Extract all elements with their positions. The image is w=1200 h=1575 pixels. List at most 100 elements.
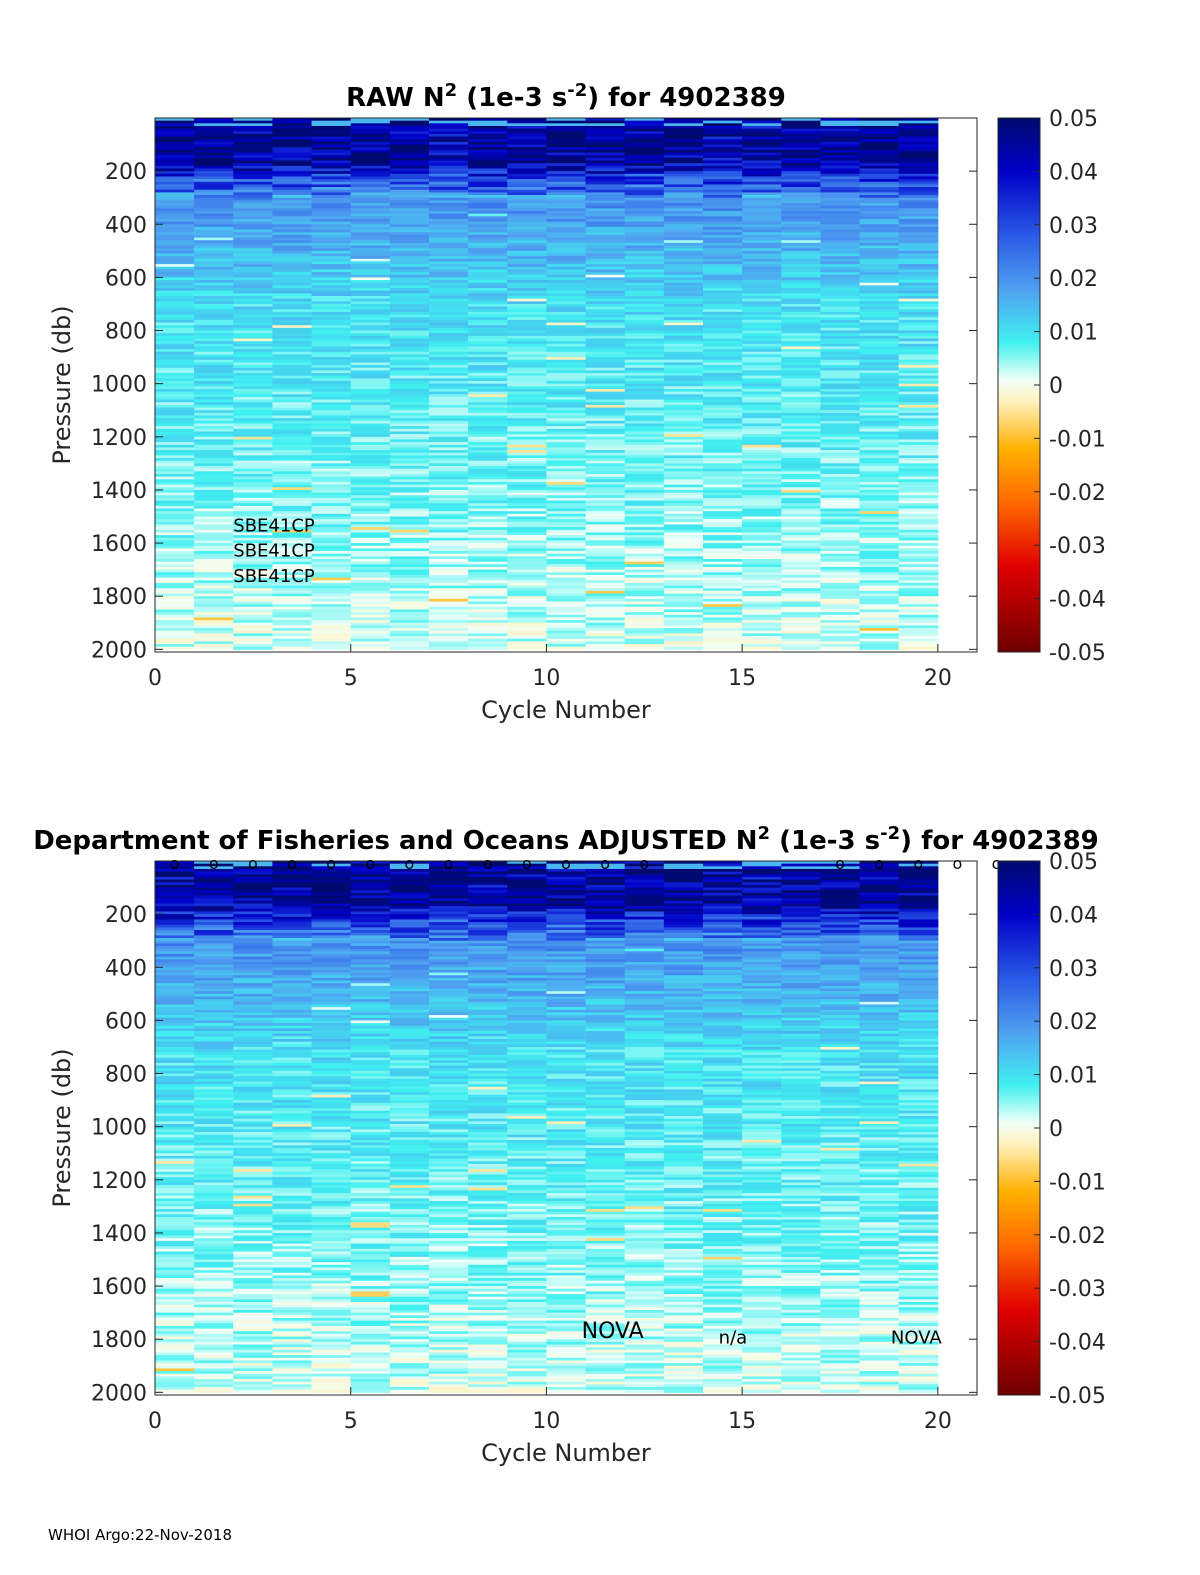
heatmap-cell xyxy=(350,349,391,353)
heatmap-cell xyxy=(898,646,939,650)
heatmap-cell xyxy=(468,118,508,122)
heatmap-cell xyxy=(233,975,273,979)
heatmap-cell xyxy=(585,609,626,613)
heatmap-cell xyxy=(350,245,391,249)
heatmap-cell xyxy=(233,500,273,504)
heatmap-cell xyxy=(194,1347,234,1351)
heatmap-cell xyxy=(233,1052,273,1056)
heatmap-cell xyxy=(194,197,234,201)
heatmap-cell xyxy=(585,213,626,217)
heatmap-cell xyxy=(233,861,273,865)
heatmap-cell xyxy=(194,1068,234,1072)
heatmap-cell xyxy=(898,484,939,488)
heatmap-cell xyxy=(507,529,547,533)
heatmap-cell xyxy=(233,1134,273,1138)
heatmap-cell xyxy=(703,216,743,220)
heatmap-cell xyxy=(233,1195,273,1199)
heatmap-cell xyxy=(155,588,195,592)
heatmap-cell xyxy=(155,914,195,918)
heatmap-cell xyxy=(703,487,743,491)
heatmap-cell xyxy=(429,226,469,231)
heatmap-cell xyxy=(546,418,587,422)
heatmap-cell xyxy=(350,556,391,560)
heatmap-cell xyxy=(742,399,782,403)
heatmap-cell xyxy=(429,197,469,201)
heatmap-cell xyxy=(898,378,939,382)
heatmap-cell xyxy=(233,1272,273,1276)
heatmap-cell xyxy=(233,1166,273,1170)
heatmap-cell xyxy=(429,415,469,419)
heatmap-cell xyxy=(233,1198,273,1202)
heatmap-cell xyxy=(350,189,391,193)
heatmap-cell xyxy=(663,343,704,347)
heatmap-cell xyxy=(155,1171,195,1175)
heatmap-cell xyxy=(781,633,821,637)
heatmap-cell xyxy=(311,1108,352,1112)
heatmap-cell xyxy=(155,333,195,337)
heatmap-cell xyxy=(350,160,391,164)
heatmap-cell xyxy=(272,495,313,499)
heatmap-cell xyxy=(585,290,626,294)
heatmap-cell xyxy=(507,171,547,175)
heatmap-cell xyxy=(389,338,430,342)
heatmap-cell xyxy=(429,213,469,217)
heatmap-cell xyxy=(194,532,234,536)
heatmap-cell xyxy=(272,468,313,472)
heatmap-cell xyxy=(272,614,313,618)
heatmap-cell xyxy=(233,213,273,217)
heatmap-cell xyxy=(429,431,469,435)
heatmap-cell xyxy=(194,1230,234,1234)
heatmap-cell xyxy=(233,1163,273,1168)
heatmap-cell xyxy=(898,415,939,419)
heatmap-cell xyxy=(272,622,313,626)
heatmap-cell xyxy=(350,226,391,231)
heatmap-cell xyxy=(155,404,195,409)
heatmap-cell xyxy=(507,311,547,316)
heatmap-cell xyxy=(859,136,900,140)
heatmap-cell xyxy=(546,125,587,130)
heatmap-cell xyxy=(389,614,430,618)
heatmap-cell xyxy=(546,420,587,425)
heatmap-cell xyxy=(781,598,821,603)
heatmap-cell xyxy=(233,396,273,401)
heatmap-cell xyxy=(663,301,704,305)
heatmap-cell xyxy=(624,479,665,483)
heatmap-cell xyxy=(859,120,900,124)
heatmap-cell xyxy=(429,628,469,632)
heatmap-cell xyxy=(546,133,587,138)
heatmap-cell xyxy=(155,141,195,146)
heatmap-cell xyxy=(311,155,352,159)
heatmap-cell xyxy=(272,1219,313,1223)
heatmap-cell xyxy=(272,1344,313,1348)
heatmap-cell xyxy=(429,386,469,390)
heatmap-cell xyxy=(389,644,430,648)
heatmap-cell xyxy=(859,118,900,122)
heatmap-cell xyxy=(194,961,234,966)
heatmap-cell xyxy=(859,543,900,547)
heatmap-cell xyxy=(546,224,587,228)
heatmap-cell xyxy=(272,1262,313,1266)
heatmap-cell xyxy=(233,1264,273,1268)
heatmap-cell xyxy=(272,197,313,201)
heatmap-cell xyxy=(468,325,508,329)
heatmap-cell xyxy=(350,489,391,494)
heatmap-cell xyxy=(389,218,430,223)
heatmap-cell xyxy=(820,479,861,483)
heatmap-cell xyxy=(585,508,626,512)
heatmap-cell xyxy=(389,588,430,592)
heatmap-cell xyxy=(859,131,900,135)
heatmap-cell xyxy=(272,1015,313,1019)
heatmap-cell xyxy=(350,444,391,448)
heatmap-cell xyxy=(311,519,352,523)
heatmap-cell xyxy=(781,213,821,217)
heatmap-cell xyxy=(546,521,587,525)
heatmap-cell xyxy=(703,646,743,650)
heatmap-cell xyxy=(311,601,352,605)
heatmap-cell xyxy=(429,537,469,541)
heatmap-cell xyxy=(859,484,900,488)
heatmap-cell xyxy=(350,264,391,268)
heatmap-cell xyxy=(272,301,313,305)
heatmap-cell xyxy=(820,256,861,260)
heatmap-cell xyxy=(350,311,391,316)
heatmap-cell xyxy=(546,370,587,374)
